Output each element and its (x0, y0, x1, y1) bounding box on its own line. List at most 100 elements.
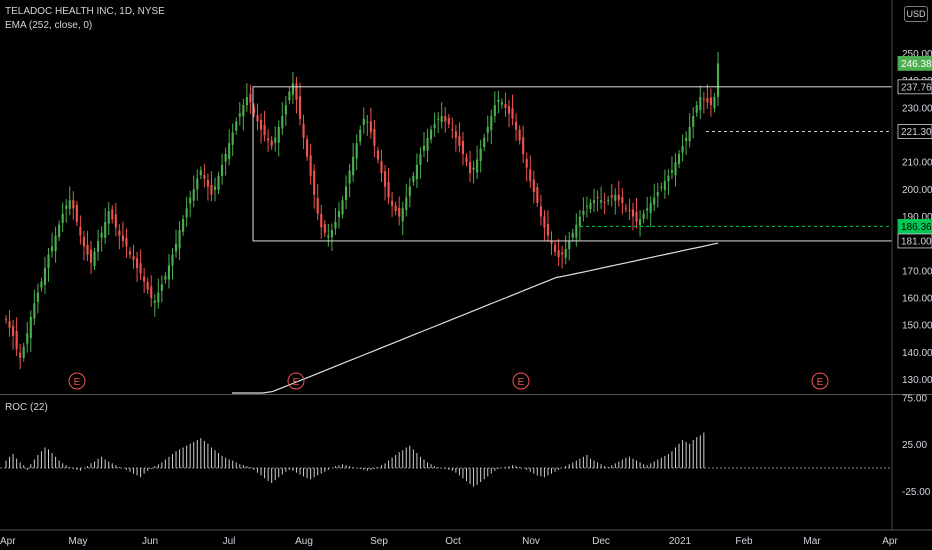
candle-body (79, 226, 82, 236)
candle-body (454, 131, 457, 138)
candle-body (497, 99, 500, 102)
x-tick-label: Aug (295, 536, 313, 547)
candle-body (600, 200, 603, 203)
candle-body (603, 201, 606, 203)
candle-body (313, 170, 316, 195)
candle-body (167, 265, 171, 280)
indicator-label: EMA (252, close, 0) (5, 20, 93, 31)
candle-body (306, 139, 309, 157)
candle-body (422, 145, 426, 151)
candle-body (553, 245, 557, 252)
x-tick-label: Jun (142, 536, 158, 547)
price-label-tag (897, 233, 932, 249)
candle-body (681, 145, 684, 153)
candle-body (589, 202, 592, 209)
candle-body (596, 196, 599, 198)
candle-body (695, 105, 698, 113)
candle-body (398, 207, 401, 217)
x-tick-label: Dec (592, 536, 610, 547)
ema-line (232, 242, 719, 394)
candle-body (89, 249, 93, 263)
candle-body (217, 175, 220, 190)
candle-body (646, 208, 649, 211)
candle-body (330, 230, 333, 238)
y-tick-label: 130.00 (902, 375, 932, 386)
candle-body (114, 214, 117, 228)
price-label-tag (897, 124, 932, 139)
candle-body (29, 316, 32, 339)
candle-body (316, 198, 319, 214)
x-tick-label: 2021 (669, 536, 692, 547)
candle-body (263, 124, 266, 136)
candle-body (568, 240, 571, 250)
candle-body (507, 106, 511, 114)
candle-body (653, 197, 656, 205)
candle-body (192, 189, 195, 201)
candle-body (40, 281, 43, 288)
price-label-text: 246.38 (901, 59, 932, 70)
candle-body (19, 352, 22, 358)
candle-body (235, 121, 238, 131)
candle-body (206, 180, 209, 187)
candle-body (444, 116, 447, 122)
x-tick-label: Mar (803, 536, 821, 547)
candle-body (677, 154, 681, 164)
x-tick-label: Apr (882, 536, 898, 547)
candle-body (128, 251, 132, 255)
candle-body (327, 235, 330, 238)
y-tick-label: 170.00 (902, 266, 932, 277)
candle-body (146, 281, 149, 290)
candle-body (486, 126, 489, 133)
candle-body (447, 118, 450, 125)
candle-body (224, 154, 227, 162)
candle-body (585, 205, 588, 207)
earnings-marker (512, 372, 530, 390)
candle-body (36, 292, 39, 302)
candle-body (419, 154, 422, 165)
candle-body (178, 230, 181, 249)
candle-body (245, 97, 248, 106)
candle-body (171, 254, 174, 266)
candle-body (660, 186, 663, 188)
candle-body (564, 249, 567, 258)
candle-body (125, 237, 128, 247)
candle-body (550, 240, 553, 244)
candle-body (472, 167, 475, 170)
earnings-marker-label: E (293, 377, 300, 388)
candle-body (97, 240, 100, 252)
currency-badge[interactable]: USD (904, 6, 928, 22)
candle-body (252, 107, 256, 114)
candle-body (610, 195, 613, 198)
candle-body (50, 246, 54, 252)
candle-body (578, 216, 581, 227)
candle-body (518, 129, 521, 141)
candle-body (121, 235, 124, 241)
candle-body (277, 126, 280, 143)
candle-body (461, 141, 465, 155)
candle-body (511, 108, 514, 119)
candle-body (437, 118, 440, 120)
candle-body (525, 158, 528, 168)
price-label-tag (897, 79, 932, 95)
candle-body (412, 175, 415, 182)
y-tick-label: 250.00 (902, 49, 932, 60)
candle-body (635, 211, 638, 222)
candle-body (366, 121, 369, 123)
candle-body (504, 104, 507, 108)
candle-body (373, 129, 376, 146)
candle-body (405, 197, 408, 210)
candle-body (685, 137, 688, 142)
x-tick-label: Apr (0, 536, 16, 547)
candle-body (341, 200, 344, 215)
y-tick-label: 150.00 (902, 321, 932, 332)
x-tick-label: Nov (522, 536, 540, 547)
candle-body (663, 181, 666, 190)
candle-body (500, 102, 503, 105)
price-label-tag (897, 218, 932, 234)
candle-body (132, 256, 135, 260)
y-tick-label: 230.00 (902, 103, 932, 114)
candle-body (270, 140, 273, 146)
candle-body (490, 116, 493, 131)
candle-body (72, 200, 75, 209)
